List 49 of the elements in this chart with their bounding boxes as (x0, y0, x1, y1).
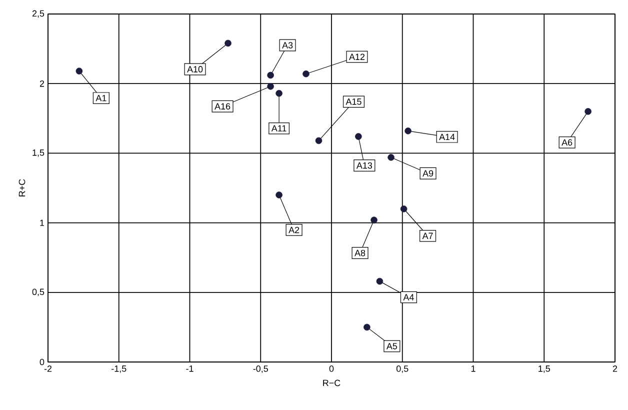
y-tick-label: 1 (40, 220, 44, 226)
annotation: A13 (356, 162, 372, 169)
annotation: A7 (422, 232, 433, 239)
point (355, 133, 362, 140)
x-tick-label: -2 (44, 366, 52, 372)
point (276, 90, 282, 97)
point (364, 324, 370, 331)
point (584, 108, 592, 115)
annotation: A12 (349, 54, 365, 60)
y-tick-label: 2 (40, 80, 44, 87)
annotation: A3 (282, 42, 293, 48)
x-tick-label: 2 (612, 366, 618, 372)
point (388, 154, 394, 161)
point (302, 70, 310, 78)
x-tick-label: -1 (186, 366, 194, 372)
annotation: A14 (439, 134, 455, 140)
annotation: A5 (386, 343, 398, 350)
y-tick-label: 1,5 (32, 150, 44, 157)
annotation: A15 (346, 98, 362, 105)
annotation: A10 (187, 66, 203, 72)
x-tick-label: 0,5 (396, 366, 408, 373)
point (276, 192, 282, 198)
x-tick-label: -0,5 (253, 366, 268, 373)
annotation: A8 (354, 250, 366, 256)
annotation: A16 (214, 103, 230, 110)
point (224, 40, 232, 47)
x-tick-label: -1,5 (112, 366, 126, 373)
annotation: A2 (288, 226, 300, 234)
annotation: A4 (403, 294, 414, 300)
x-axis-title: R−C (323, 380, 340, 386)
point (315, 137, 322, 144)
point (404, 128, 412, 134)
x-tick-label: 1 (471, 366, 476, 372)
annotation: A11 (271, 125, 286, 132)
y-axis-title: R+C (18, 179, 26, 196)
y-tick-label: 0 (40, 358, 44, 366)
annotation: A6 (562, 139, 572, 146)
point (267, 72, 274, 79)
annotation: A1 (96, 94, 106, 102)
point (400, 205, 408, 212)
y-tick-label: 2,5 (32, 10, 44, 18)
point (267, 82, 274, 90)
annotation: A9 (422, 170, 434, 177)
x-tick-label: 0 (329, 366, 334, 372)
point (370, 216, 378, 224)
y-tick-label: 0,5 (32, 288, 44, 296)
x-tick-label: 1,5 (538, 366, 550, 373)
point (76, 68, 83, 74)
point (376, 278, 384, 285)
